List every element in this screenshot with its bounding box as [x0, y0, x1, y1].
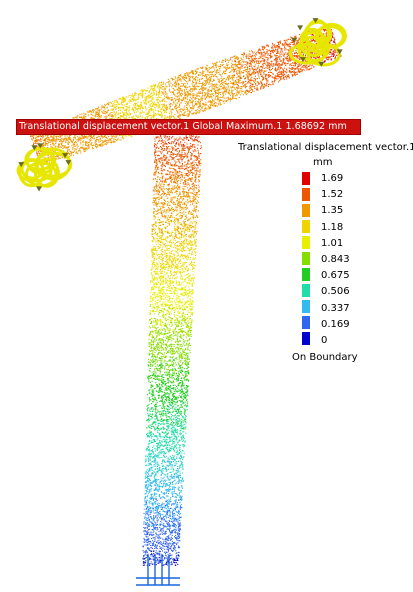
legend-swatch	[302, 188, 310, 201]
legend-swatch	[302, 332, 310, 345]
legend-value: 1.01	[321, 237, 344, 249]
load-clamp-left-icon	[16, 143, 73, 192]
legend-value: 0.337	[321, 302, 350, 314]
legend-swatch	[302, 300, 310, 313]
legend-value: 1.52	[321, 189, 344, 201]
legend-swatch	[302, 316, 310, 329]
load-clamp-right-icon	[288, 18, 347, 67]
legend-swatch	[302, 284, 310, 297]
legend-value-labels: 1.69 1.52 1.35 1.18 1.01 0.843 0.675 0.5…	[321, 173, 350, 351]
legend-value: 0.506	[321, 286, 350, 298]
deformed-mesh-points	[30, 25, 342, 566]
legend-footer: On Boundary	[292, 352, 358, 363]
legend-unit: mm	[313, 157, 333, 168]
legend-value: 0.843	[321, 253, 350, 265]
legend-value: 1.35	[321, 205, 344, 217]
legend-swatch	[302, 268, 310, 281]
legend-swatch	[302, 236, 310, 249]
global-maximum-banner: Translational displacement vector.1 Glob…	[16, 119, 361, 135]
legend-swatch	[302, 220, 310, 233]
color-scale-bar[interactable]	[302, 172, 310, 348]
legend-title: Translational displacement vector.1	[238, 142, 413, 153]
legend-value: 1.18	[321, 221, 344, 233]
legend-value: 0	[321, 334, 328, 346]
legend-swatch	[302, 172, 310, 185]
legend-value: 1.69	[321, 173, 344, 184]
fixed-support-icon	[136, 555, 180, 586]
legend-swatch	[302, 204, 310, 217]
legend-value: 0.169	[321, 318, 350, 330]
legend-swatch	[302, 252, 310, 265]
legend-value: 0.675	[321, 270, 350, 282]
